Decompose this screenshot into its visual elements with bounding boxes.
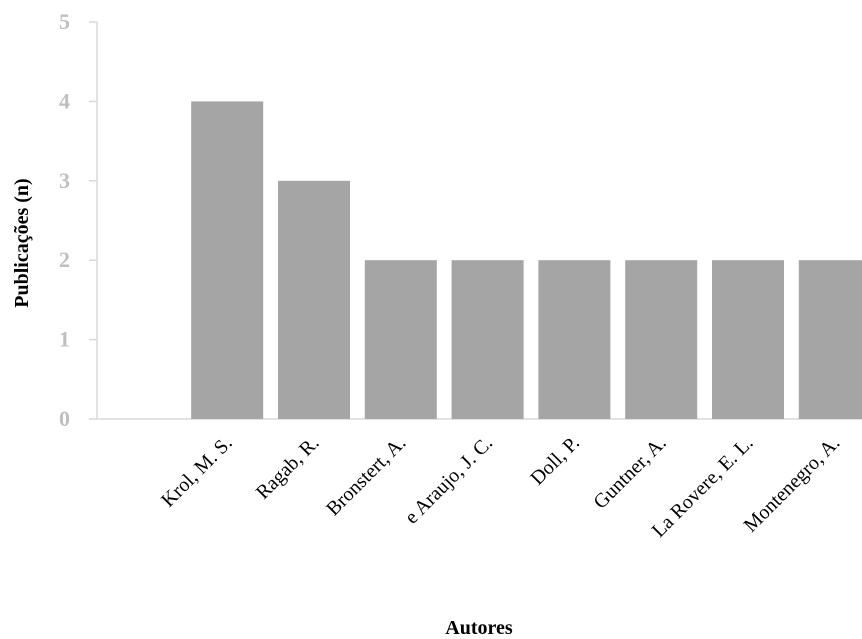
- bar: [191, 101, 264, 420]
- x-axis-category-labels: Krol, M. S. Ragab, R.Bronstert, A.e Arauj…: [157, 432, 844, 542]
- y-tick-label: 5: [59, 9, 70, 34]
- x-axis-title: Autores: [445, 617, 513, 639]
- x-category-label: e Araujo, J. C.: [401, 432, 497, 528]
- y-tick-label: 3: [59, 168, 70, 193]
- bar: [364, 260, 437, 419]
- bar: [712, 260, 784, 419]
- bar: [538, 260, 611, 419]
- x-category-label: Guntner, A.: [589, 432, 670, 513]
- y-tick-label: 4: [59, 88, 70, 113]
- x-category-label: Krol, M. S.: [157, 432, 237, 512]
- bar: [278, 180, 350, 419]
- bar: [625, 260, 698, 419]
- x-category-label: Bronstert, A.: [322, 432, 410, 520]
- y-tick-label: 0: [59, 406, 70, 431]
- x-category-label: Doll, P.: [526, 432, 584, 490]
- bars: [191, 101, 862, 420]
- y-tick-label: 1: [59, 327, 70, 352]
- y-axis-ticks: 0 1 2 3 4 5: [59, 9, 97, 431]
- bar: [798, 260, 862, 419]
- bar: [451, 260, 524, 419]
- y-axis-title: Publicações (n): [11, 178, 33, 307]
- x-category-label: Ragab, R.: [252, 432, 324, 504]
- y-tick-label: 2: [59, 247, 70, 272]
